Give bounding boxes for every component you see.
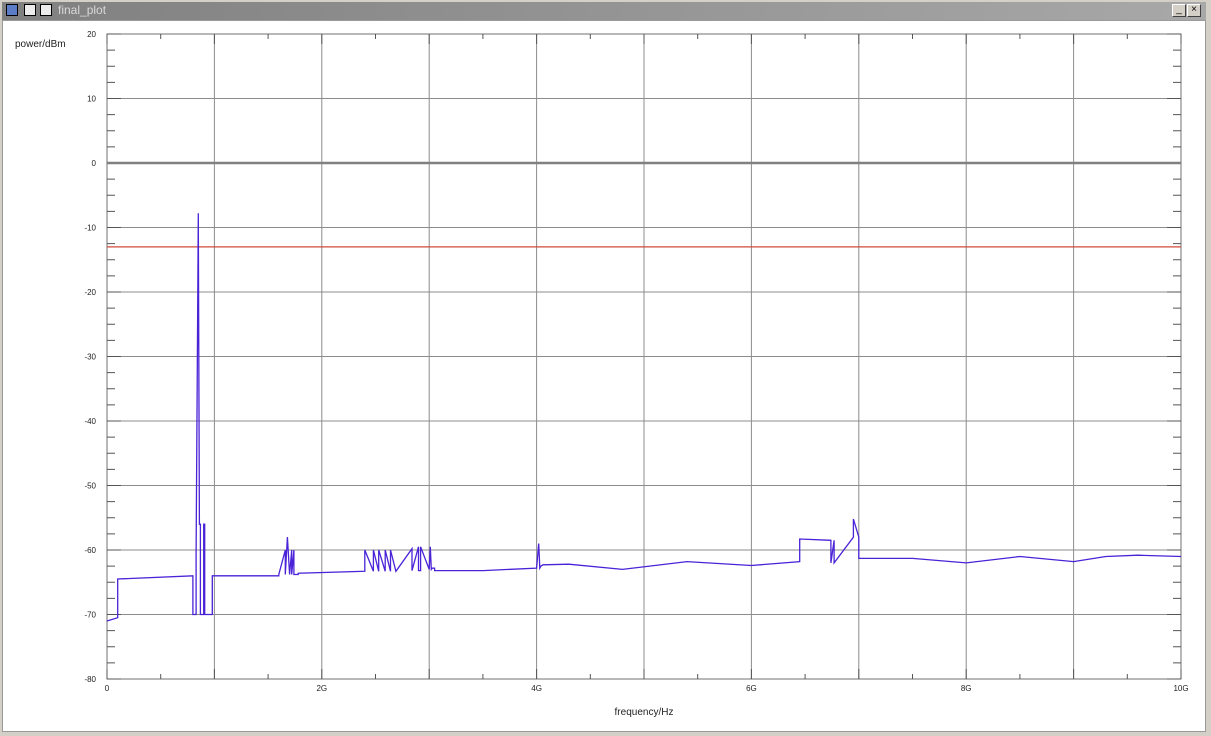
y-tick-label: -50 <box>84 482 96 491</box>
y-tick-label: -30 <box>84 353 96 362</box>
x-tick-label: 2G <box>316 684 327 693</box>
y-tick-label: -20 <box>84 288 96 297</box>
y-tick-label: -70 <box>84 611 96 620</box>
close-button[interactable]: × <box>1187 4 1201 17</box>
app-icon[interactable] <box>6 4 18 16</box>
power-spectrum-chart: 20 10 0 -10 -20 -30 -40 -50 -60 -70 -80 0 2G 4G 6G 8G 10… <box>15 30 1189 718</box>
data-series-line <box>106 213 1182 622</box>
x-tick-label: 6G <box>746 684 757 693</box>
plot-area-frame: 20 10 0 -10 -20 -30 -40 -50 -60 -70 -80 0 2G 4G 6G 8G 10… <box>2 20 1206 732</box>
y-tick-label: -80 <box>84 675 96 684</box>
y-tick-label: -60 <box>84 546 96 555</box>
window-titlebar[interactable]: final_plot _ × <box>2 2 1206 20</box>
y-tick-label: 0 <box>92 159 97 168</box>
window-title: final_plot <box>58 3 107 17</box>
y-tick-label: 20 <box>87 30 96 39</box>
x-tick-label: 0 <box>105 684 110 693</box>
x-axis-label: frequency/Hz <box>615 707 674 718</box>
restore-icon[interactable] <box>24 4 36 16</box>
y-axis-label: power/dBm <box>15 39 66 50</box>
x-tick-label: 8G <box>961 684 972 693</box>
y-tick-label: 10 <box>87 95 96 104</box>
y-tick-label: -40 <box>84 417 96 426</box>
x-tick-label: 10G <box>1173 684 1188 693</box>
x-tick-label: 4G <box>531 684 542 693</box>
minimize-button[interactable]: _ <box>1172 4 1186 17</box>
window-icon[interactable] <box>40 4 52 16</box>
y-tick-label: -10 <box>84 224 96 233</box>
